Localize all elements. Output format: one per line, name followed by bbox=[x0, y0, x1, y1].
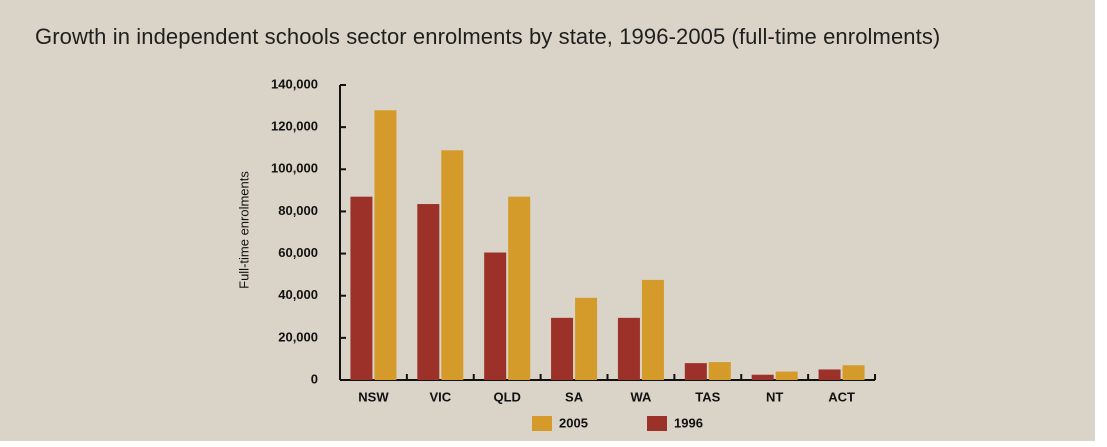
x-tick-label: TAS bbox=[695, 389, 720, 404]
bar-2005-qld bbox=[508, 196, 531, 380]
bar-1996-nsw bbox=[350, 196, 373, 380]
bar-2005-wa bbox=[641, 279, 664, 380]
bar-chart: 0 20,000 40,000 60,000 80,000 100,000 120,000 1… bbox=[236, 76, 876, 431]
x-tick-label: NT bbox=[766, 389, 783, 404]
legend-swatch-1996 bbox=[647, 416, 667, 431]
bar-2005-tas bbox=[708, 362, 731, 380]
y-tick-label: 120,000 bbox=[271, 119, 318, 134]
y-tick-label: 100,000 bbox=[271, 161, 318, 176]
x-tick-label: NSW bbox=[358, 389, 389, 404]
bar-1996-nt bbox=[751, 374, 774, 380]
bar-2005-nt bbox=[775, 371, 798, 380]
x-tick-label: WA bbox=[630, 389, 652, 404]
bar-1996-tas bbox=[684, 363, 707, 380]
y-tick-label: 0 bbox=[311, 371, 318, 386]
legend: 2005 1996 bbox=[532, 415, 703, 431]
x-tick-label: QLD bbox=[493, 389, 520, 404]
y-tick-label: 40,000 bbox=[278, 287, 318, 302]
bar-2005-vic bbox=[441, 150, 464, 380]
bar-1996-act bbox=[818, 369, 841, 380]
bar-2005-nsw bbox=[374, 110, 397, 381]
y-axis-title: Full-time enrolments bbox=[236, 171, 251, 289]
legend-label-1996: 1996 bbox=[674, 415, 703, 430]
bar-1996-sa bbox=[551, 317, 574, 380]
x-tick-label: ACT bbox=[828, 389, 855, 404]
legend-label-2005: 2005 bbox=[559, 415, 588, 430]
bar-2005-act bbox=[842, 365, 865, 380]
chart-title: Growth in independent schools sector enr… bbox=[35, 24, 941, 49]
y-axis: 0 20,000 40,000 60,000 80,000 100,000 120,000 1… bbox=[271, 76, 346, 386]
legend-swatch-2005 bbox=[532, 416, 552, 431]
bars bbox=[350, 110, 865, 381]
x-tick-label: VIC bbox=[429, 389, 451, 404]
y-tick-label: 20,000 bbox=[278, 329, 318, 344]
y-tick-label: 80,000 bbox=[278, 203, 318, 218]
bar-1996-vic bbox=[417, 204, 440, 380]
x-tick-label: SA bbox=[565, 389, 584, 404]
bar-1996-qld bbox=[484, 252, 507, 380]
y-tick-label: 60,000 bbox=[278, 245, 318, 260]
bar-2005-sa bbox=[575, 297, 598, 380]
y-tick-label: 140,000 bbox=[271, 76, 318, 91]
bar-1996-wa bbox=[617, 317, 640, 380]
chart-panel: Growth in independent schools sector enr… bbox=[0, 0, 1095, 441]
